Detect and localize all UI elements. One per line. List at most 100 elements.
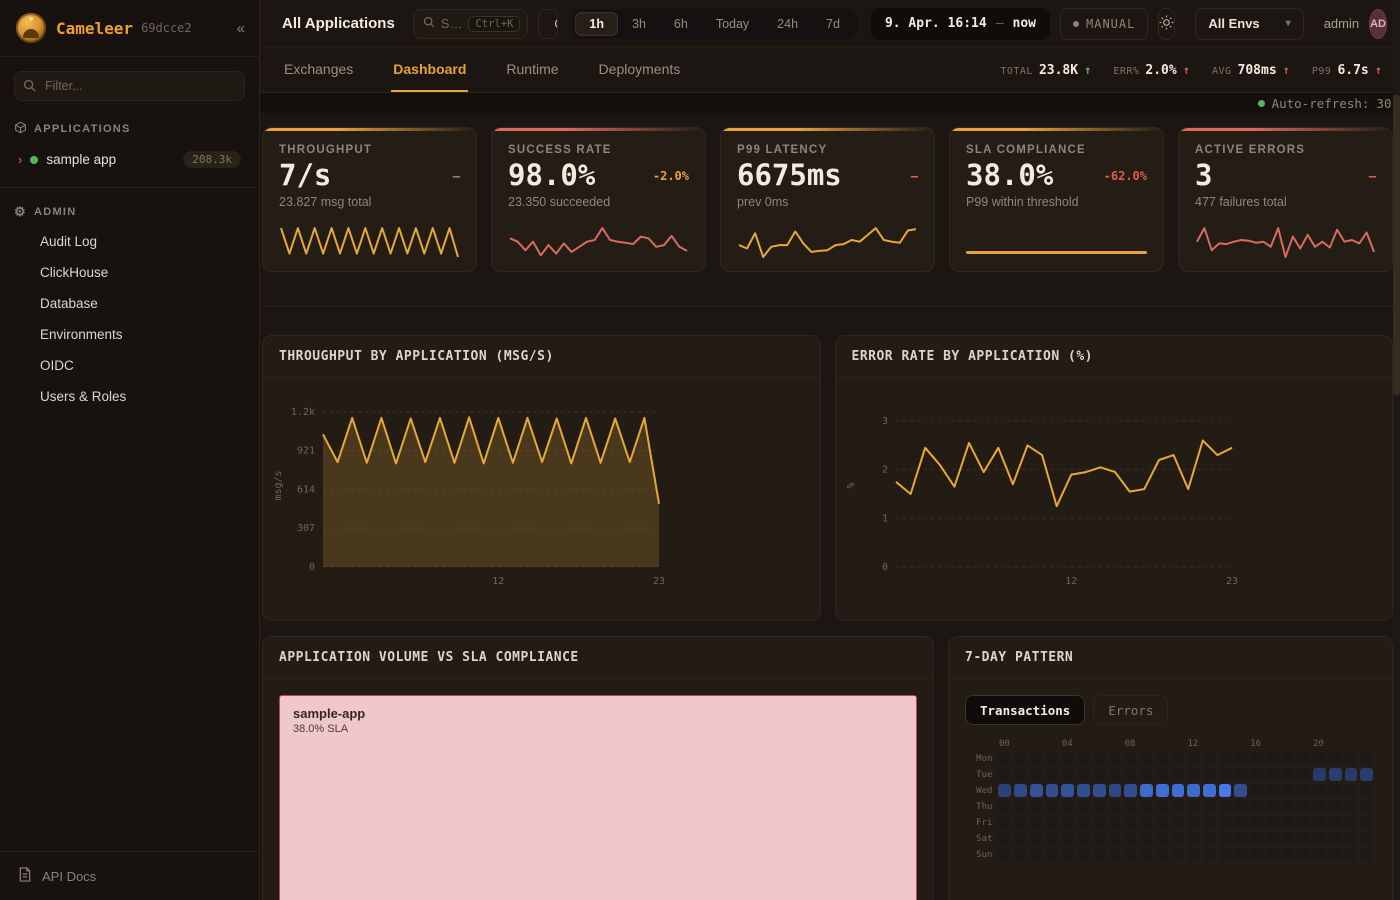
heatmap-cell <box>998 768 1012 781</box>
sidebar-item-oidc[interactable]: OIDC <box>40 358 74 373</box>
sidebar-item-database[interactable]: Database <box>40 296 98 311</box>
heatmap-cell <box>1124 752 1138 765</box>
sidebar-item-users-roles[interactable]: Users & Roles <box>40 389 127 404</box>
chevron-right-icon[interactable]: › <box>18 152 23 167</box>
heatmap-row-wed: Wed <box>965 784 1376 797</box>
day-label: Tue <box>976 769 993 780</box>
svg-text:12: 12 <box>492 576 504 587</box>
time-range-today[interactable]: Today <box>702 12 763 36</box>
heatmap-cell <box>1140 832 1153 845</box>
sidebar: Cameleer 69dcce2 « APPLICATIONS › sample… <box>0 0 260 900</box>
build-version: 69dcce2 <box>141 21 192 35</box>
chevron-down-icon: ▾ <box>1285 18 1291 29</box>
heatmap-cell <box>1234 800 1248 813</box>
scrollbar[interactable] <box>1393 0 1400 900</box>
heatmap-cell <box>1029 752 1043 765</box>
heatmap-cell <box>1124 832 1138 845</box>
heatmap-cell <box>1061 848 1075 861</box>
global-search[interactable]: S… Ctrl+K <box>412 8 529 39</box>
day-label: Thu <box>976 801 993 812</box>
heatmap-row-sun: Sun <box>965 848 1376 861</box>
hour-label: 20 <box>1313 739 1324 749</box>
toggle-transactions[interactable]: Transactions <box>965 695 1086 725</box>
heatmap-row-thu: Thu <box>965 800 1376 813</box>
heatmap-cell <box>1328 848 1342 861</box>
time-range-7d[interactable]: 7d <box>812 12 854 36</box>
scrollbar-thumb[interactable] <box>1393 95 1400 395</box>
heatmap-cell <box>1281 768 1295 781</box>
heatmap-cell <box>1265 848 1279 861</box>
kpi-accent-bar <box>950 128 1163 131</box>
gear-icon: ⚙ <box>14 204 27 219</box>
heatmap-cell <box>1061 752 1075 765</box>
api-docs-link[interactable]: API Docs <box>0 851 259 900</box>
status-label: O <box>554 17 557 31</box>
svg-text:%: % <box>846 482 857 488</box>
sidebar-item-environments[interactable]: Environments <box>40 327 123 342</box>
time-range-24h[interactable]: 24h <box>763 12 812 36</box>
tab-bar: Exchanges Dashboard Runtime Deployments TOT… <box>260 48 1400 93</box>
sidebar-header: Cameleer 69dcce2 « <box>0 0 259 57</box>
heatmap: 00 04 08 12 16 20 Mon Tue Wed Thu Fri Sat Sun <box>965 739 1376 861</box>
hour-label: 04 <box>1061 739 1073 749</box>
kpi-accent-bar <box>1179 128 1392 131</box>
hour-label <box>1360 739 1376 749</box>
heatmap-cell <box>1313 752 1326 765</box>
manual-mode-button[interactable]: MANUAL <box>1060 7 1149 40</box>
theme-toggle-button[interactable] <box>1158 7 1176 40</box>
heatmap-cell <box>1014 752 1027 765</box>
time-range-6h[interactable]: 6h <box>660 12 702 36</box>
kpi-accent-bar <box>263 128 476 131</box>
sidebar-item-audit-log[interactable]: Audit Log <box>40 234 98 249</box>
heatmap-cell <box>1029 784 1043 797</box>
svg-text:921: 921 <box>297 446 315 457</box>
heatmap-cell <box>1265 768 1279 781</box>
heatmap-cell <box>1045 832 1059 845</box>
stat-err: ERR% 2.0% ↑ <box>1113 63 1190 78</box>
treemap-node-sample-app[interactable]: sample-app 38.0% SLA <box>279 695 917 900</box>
heatmap-cell <box>1328 800 1342 813</box>
heatmap-cell <box>1077 848 1090 861</box>
heatmap-cell <box>1297 848 1311 861</box>
heatmap-cell <box>1092 784 1106 797</box>
heatmap-cell <box>998 816 1012 829</box>
kpi-sparkline <box>508 217 689 261</box>
search-icon <box>23 79 36 95</box>
hour-label <box>1329 739 1345 749</box>
sun-icon <box>1159 14 1174 33</box>
filter-input[interactable] <box>14 71 245 101</box>
time-range-3h[interactable]: 3h <box>618 12 660 36</box>
tab-exchanges[interactable]: Exchanges <box>284 61 354 77</box>
tab-deployments[interactable]: Deployments <box>598 61 681 77</box>
stat-p99: P99 6.7s ↑ <box>1312 63 1382 78</box>
date-range-pill[interactable]: 9. Apr. 16:14 – now <box>870 7 1050 40</box>
stat-avg: AVG 708ms ↑ <box>1212 63 1290 78</box>
tab-dashboard[interactable]: Dashboard <box>391 48 469 92</box>
toggle-errors[interactable]: Errors <box>1093 695 1169 725</box>
sidebar-item-clickhouse[interactable]: ClickHouse <box>40 265 109 280</box>
heatmap-cell <box>1250 848 1263 861</box>
time-range-1h[interactable]: 1h <box>575 11 618 36</box>
heatmap-cell <box>1281 816 1295 829</box>
heatmap-cell <box>1061 768 1075 781</box>
heatmap-cell <box>1092 816 1106 829</box>
heatmap-cell <box>1328 768 1342 781</box>
app-count-badge: 208.3k <box>183 151 241 168</box>
tab-runtime[interactable]: Runtime <box>506 61 559 77</box>
svg-text:0: 0 <box>881 562 887 573</box>
heatmap-cell <box>1328 784 1342 797</box>
avatar[interactable]: AD <box>1369 8 1387 39</box>
heatmap-cell <box>1281 800 1295 813</box>
sidebar-item-sample-app[interactable]: › sample app 208.3k <box>8 145 251 174</box>
status-button[interactable]: O <box>538 8 559 39</box>
heatmap-cell <box>1344 848 1358 861</box>
collapse-sidebar-icon[interactable]: « <box>236 19 245 37</box>
throughput-chart: 0 307 614 921 1.2k 12 23 msg/s <box>263 378 820 619</box>
heatmap-cell <box>1360 768 1374 781</box>
heatmap-cell <box>1077 784 1090 797</box>
env-select[interactable]: All Envs ▾ <box>1195 7 1304 40</box>
heatmap-cell <box>1155 848 1169 861</box>
treemap-app-name: sample-app <box>293 706 366 721</box>
heatmap-cell <box>1360 832 1374 845</box>
stat-value: 23.8K <box>1038 62 1079 78</box>
